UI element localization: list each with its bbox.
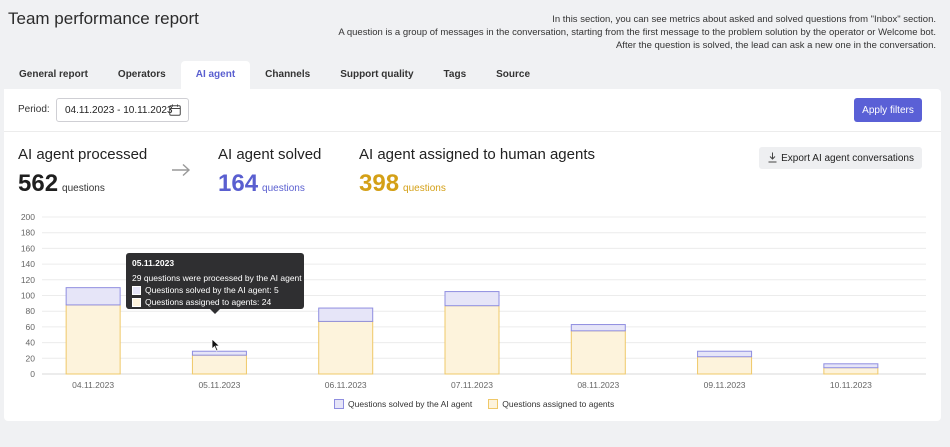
metric-solved: AI agent solved 164 questions [218,146,321,198]
section-description: In this section, you can see metrics abo… [338,13,936,52]
metric-assigned: AI agent assigned to human agents 398 que… [359,146,595,198]
download-icon [768,152,777,163]
metric-solved-value-row: 164 questions [218,170,321,198]
legend-item-assigned: Questions assigned to agents [488,399,614,409]
metric-assigned-value: 398 [359,170,400,197]
metric-assigned-value-row: 398 questions [359,170,595,198]
x-tick-label: 08.11.2023 [577,380,619,390]
description-line: A question is a group of messages in the… [338,27,936,38]
bar-solved [697,350,753,358]
y-tick-label: 0 [30,369,35,379]
period-date-input[interactable]: 04.11.2023 - 10.11.2023 [56,98,189,122]
legend-item-solved: Questions solved by the AI agent [334,399,472,409]
bar-assigned [697,356,753,375]
tooltip-solved-row: Questions solved by the AI agent: 5 [132,285,298,295]
report-tabs: General report Operators AI agent Channe… [4,61,545,89]
x-tick-label: 09.11.2023 [704,380,746,390]
tab-general-report[interactable]: General report [19,69,88,80]
bar-assigned [823,367,879,375]
page-title: Team performance report [8,9,199,28]
tab-support-quality[interactable]: Support quality [340,69,414,80]
metric-processed-label: AI agent processed [18,146,148,163]
y-tick-label: 160 [21,243,35,253]
tooltip-assigned-row: Questions assigned to agents: 24 [132,297,298,307]
metric-processed-value: 562 [18,170,59,197]
bar-assigned [191,354,247,375]
tooltip-date: 05.11.2023 [132,258,175,268]
tooltip-swatch-assigned [132,297,141,307]
export-conversations-button[interactable]: Export AI agent conversations [759,147,922,169]
metric-assigned-unit: questions [403,183,446,194]
description-line: After the question is solved, the lead c… [615,40,936,51]
legend-swatch-assigned [488,399,499,409]
metric-processed-unit: questions [62,183,105,194]
y-tick-label: 120 [21,275,35,285]
tab-ai-agent[interactable]: AI agent [180,61,251,89]
y-tick-label: 100 [21,291,35,301]
metric-solved-unit: questions [262,183,305,194]
period-label: Period: [18,104,50,115]
tab-channels[interactable]: Channels [265,69,311,80]
legend-label-assigned: Questions assigned to agents [502,399,615,409]
metric-processed: AI agent processed 562 questions [18,146,147,198]
metric-processed-value-row: 562 questions [18,170,147,198]
filter-bar: Period: 04.11.2023 - 10.11.2023 Apply fi… [4,89,941,132]
tab-tags[interactable]: Tags [443,69,467,80]
bar-solved [823,363,879,369]
metric-solved-label: AI agent solved [218,146,322,163]
tooltip-solved-text: Questions solved by the AI agent: 5 [145,285,279,295]
period-value: 04.11.2023 - 10.11.2023 [65,104,173,116]
bar-assigned [570,330,626,375]
bar-assigned [444,305,500,375]
y-tick-label: 40 [26,338,36,348]
tab-operators[interactable]: Operators [117,69,166,80]
x-tick-label: 05.11.2023 [198,380,240,390]
apply-filters-button[interactable]: Apply filters [854,98,922,122]
bar-assigned [318,320,374,375]
metric-solved-value: 164 [218,170,259,197]
bar-solved [318,307,374,322]
y-tick-label: 140 [21,259,35,269]
metric-assigned-label: AI agent assigned to human agents [359,146,596,163]
bar-solved [570,324,626,332]
arrow-right-icon [172,163,191,177]
chart-tooltip: 05.11.2023 29 questions were processed b… [126,253,304,314]
y-tick-label: 60 [26,322,36,332]
legend-swatch-solved [334,399,344,409]
tooltip-total: 29 questions were processed by the AI ag… [132,273,302,283]
y-tick-label: 20 [26,353,36,363]
bar-assigned [65,304,121,375]
y-tick-label: 80 [26,306,36,316]
bar-solved [65,287,121,306]
mouse-cursor-icon [211,338,221,352]
legend-label-solved: Questions solved by the AI agent [348,399,473,409]
export-label: Export AI agent conversations [781,152,914,164]
bar-solved [191,350,247,356]
y-tick-label: 200 [21,212,35,222]
x-tick-label: 04.11.2023 [72,380,114,390]
description-line: In this section, you can see metrics abo… [552,14,936,25]
tooltip-swatch-solved [132,285,141,295]
y-tick-label: 180 [21,228,35,238]
x-tick-label: 07.11.2023 [451,380,493,390]
chart-legend: Questions solved by the AI agent Questio… [334,399,630,409]
tooltip-assigned-text: Questions assigned to agents: 24 [145,297,272,307]
x-tick-label: 06.11.2023 [325,380,367,390]
calendar-icon [169,104,181,116]
x-tick-label: 10.11.2023 [830,380,872,390]
tab-source[interactable]: Source [496,69,531,80]
bar-solved [444,291,500,307]
